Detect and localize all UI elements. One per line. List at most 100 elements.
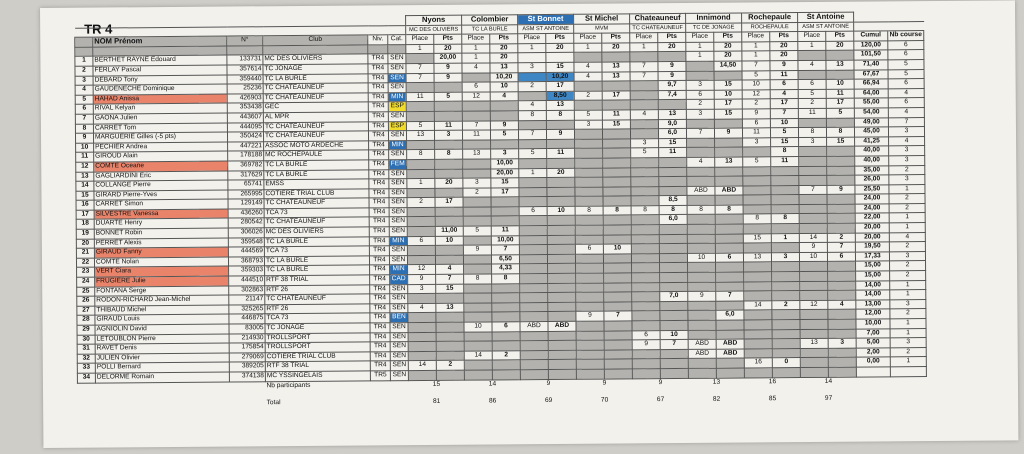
level-cell: TR5: [370, 370, 391, 381]
max-row-spacer: [74, 46, 93, 57]
place-header: Place: [741, 31, 770, 42]
points-cell: [548, 340, 577, 351]
races-cell: 1: [890, 328, 927, 339]
points-cell: [828, 328, 857, 339]
place-cell: 3: [630, 138, 659, 149]
place-cell: [464, 369, 493, 380]
place-cell: ABD: [688, 348, 717, 359]
cumul-cell: [856, 366, 891, 377]
points-cell: [603, 292, 632, 302]
participants-count: 13: [712, 378, 721, 386]
points-cell: 8,50: [546, 91, 575, 101]
max-points-cell: 20: [657, 42, 686, 53]
points-cell: [491, 206, 520, 217]
points-cell: [715, 319, 745, 330]
points-cell: [603, 224, 632, 235]
points-cell: [715, 300, 744, 311]
place-cell: [687, 281, 716, 292]
points-cell: 11: [658, 147, 687, 158]
rank-cell: 20: [76, 238, 95, 249]
points-cell: 11: [770, 70, 799, 80]
rank-cell: 34: [77, 373, 96, 383]
rank-cell: 32: [77, 353, 96, 364]
place-cell: [799, 204, 828, 215]
place-cell: [631, 320, 661, 331]
header-spacer: [367, 15, 388, 26]
max-points-cell: 20: [825, 40, 854, 51]
points-cell: [546, 119, 575, 130]
points-cell: [491, 216, 520, 227]
place-cell: [687, 301, 716, 311]
level-cell: TR4: [369, 284, 390, 295]
points-cell: 17: [490, 187, 519, 198]
points-cell: [435, 293, 464, 304]
points-cell: 2: [436, 360, 465, 371]
cumul-cell: 24,00: [854, 194, 890, 204]
races-cell: 1: [889, 318, 927, 329]
total-value: 81: [432, 397, 441, 405]
points-cell: [491, 292, 520, 303]
points-cell: 8: [491, 273, 520, 284]
place-cell: 5: [798, 89, 827, 99]
cumul-cell: 10,00: [855, 318, 891, 329]
points-header: Pts: [545, 33, 574, 44]
points-cell: [602, 148, 631, 158]
points-header: Pts: [433, 34, 462, 45]
place-cell: 7: [630, 71, 659, 82]
place-cell: [575, 292, 604, 303]
place-cell: 4: [686, 157, 715, 167]
cumul-cell: 26,00: [854, 174, 889, 185]
points-cell: 10,20: [546, 71, 575, 82]
place-cell: [631, 224, 660, 235]
place-cell: [744, 367, 773, 378]
points-cell: [434, 82, 463, 93]
event-name: Innimond: [685, 12, 742, 24]
place-cell: [743, 271, 772, 282]
place-cell: 7: [518, 129, 547, 140]
place-cell: 6: [407, 236, 436, 246]
place-cell: [574, 196, 604, 207]
license-number: 426903: [227, 93, 264, 104]
points-cell: 15: [545, 62, 575, 73]
points-cell: [434, 139, 463, 150]
level-cell: TR4: [368, 159, 389, 170]
place-cell: [407, 245, 436, 256]
place-cell: 2: [742, 99, 771, 109]
points-cell: [547, 215, 576, 226]
place-cell: 5: [406, 120, 435, 131]
points-cell: [660, 358, 689, 369]
points-cell: [492, 340, 521, 351]
license-number: 129149: [228, 199, 265, 209]
header-spacer: [853, 21, 888, 32]
license-number: 446875: [228, 314, 265, 325]
points-cell: 7,4: [658, 90, 687, 100]
place-cell: 2: [686, 99, 715, 110]
cumul-cell: 20,00: [855, 232, 890, 243]
races-cell: 4: [889, 232, 926, 243]
points-cell: 4: [435, 264, 464, 275]
points-cell: [547, 292, 576, 303]
place-cell: [686, 195, 716, 206]
rank-cell: 7: [75, 114, 94, 124]
points-cell: [547, 254, 576, 264]
place-cell: 9: [687, 291, 716, 302]
place-cell: [518, 158, 547, 169]
points-cell: 9: [658, 70, 687, 81]
totals-row: Total 81 86 69 70 67 82 85 97: [78, 394, 927, 409]
points-cell: 13: [602, 71, 631, 82]
points-cell: 17: [770, 98, 799, 109]
category-cell: SEN: [388, 149, 407, 160]
place-cell: [688, 329, 717, 340]
place-cell: [463, 216, 492, 227]
points-cell: 6,0: [658, 128, 687, 139]
points-cell: [828, 367, 857, 377]
place-cell: 8: [687, 205, 716, 215]
max-points-cell: 1: [573, 42, 602, 53]
place-cell: 13: [462, 149, 491, 160]
place-cell: 7: [741, 60, 771, 71]
footer-spacer: [77, 383, 95, 392]
place-cell: [800, 348, 829, 358]
place-cell: [686, 70, 715, 81]
place-cell: [630, 90, 659, 101]
races-cell: 2: [889, 203, 926, 214]
